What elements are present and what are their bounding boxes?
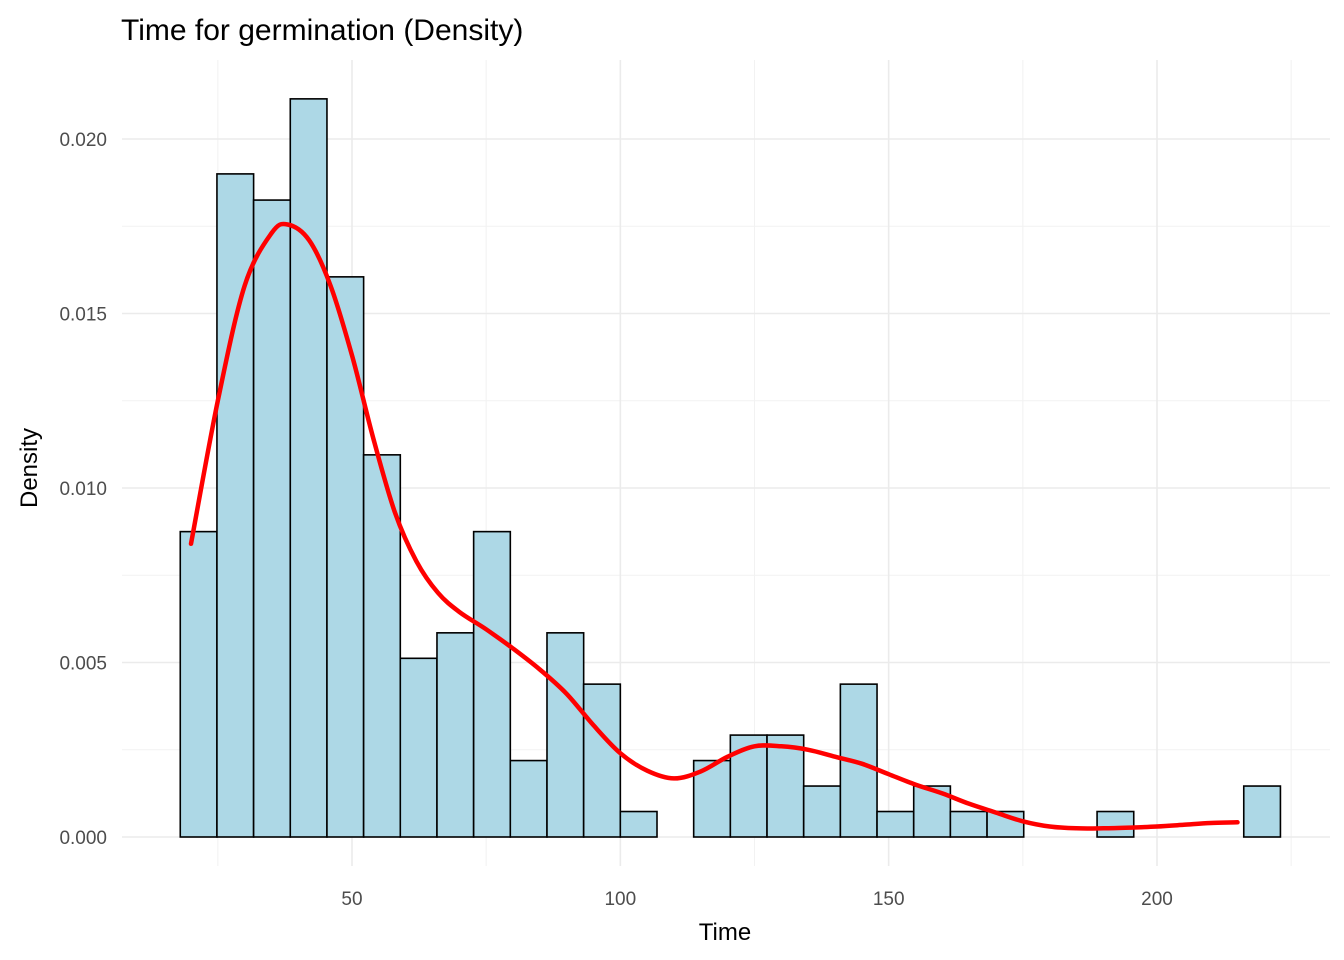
histogram-bar — [546, 632, 585, 838]
y-axis-title: Density — [16, 428, 43, 508]
y-tick-label: 0.010 — [59, 479, 107, 500]
x-tick-label: 150 — [873, 889, 905, 910]
histogram-bar — [399, 657, 438, 838]
x-tick-label: 50 — [341, 889, 362, 910]
histogram-bar — [766, 734, 805, 838]
histogram-bar — [729, 734, 768, 838]
x-axis-title: Time — [699, 919, 751, 946]
histogram-bar — [179, 530, 218, 838]
histogram-bar — [802, 785, 842, 838]
histogram-bar — [1242, 785, 1282, 838]
y-tick-label: 0.015 — [59, 305, 107, 326]
histogram-bar — [509, 759, 548, 838]
histogram-bar — [949, 810, 988, 838]
histogram-bar — [1096, 810, 1135, 838]
x-axis-ticks: 50 100 150 200 — [341, 889, 1172, 910]
histogram-bar — [582, 683, 622, 838]
histogram-bar — [362, 454, 402, 838]
x-tick-label: 100 — [604, 889, 636, 910]
histogram-bar — [472, 530, 512, 838]
histogram-bar — [436, 632, 475, 838]
y-tick-label: 0.000 — [59, 828, 107, 849]
histogram-bar — [876, 810, 915, 838]
y-tick-label: 0.020 — [59, 130, 107, 151]
chart-title: Time for germination (Density) — [121, 14, 523, 47]
y-tick-label: 0.005 — [59, 654, 107, 675]
density-curve — [188, 221, 1240, 831]
histogram-bars — [179, 98, 1282, 838]
histogram-bar — [252, 199, 292, 838]
y-axis-ticks: 0.000 0.005 0.010 0.015 0.020 — [59, 130, 107, 849]
x-tick-label: 200 — [1141, 889, 1173, 910]
histogram-bar — [289, 98, 328, 838]
histogram-bar — [619, 810, 658, 838]
histogram-bar — [326, 276, 365, 838]
